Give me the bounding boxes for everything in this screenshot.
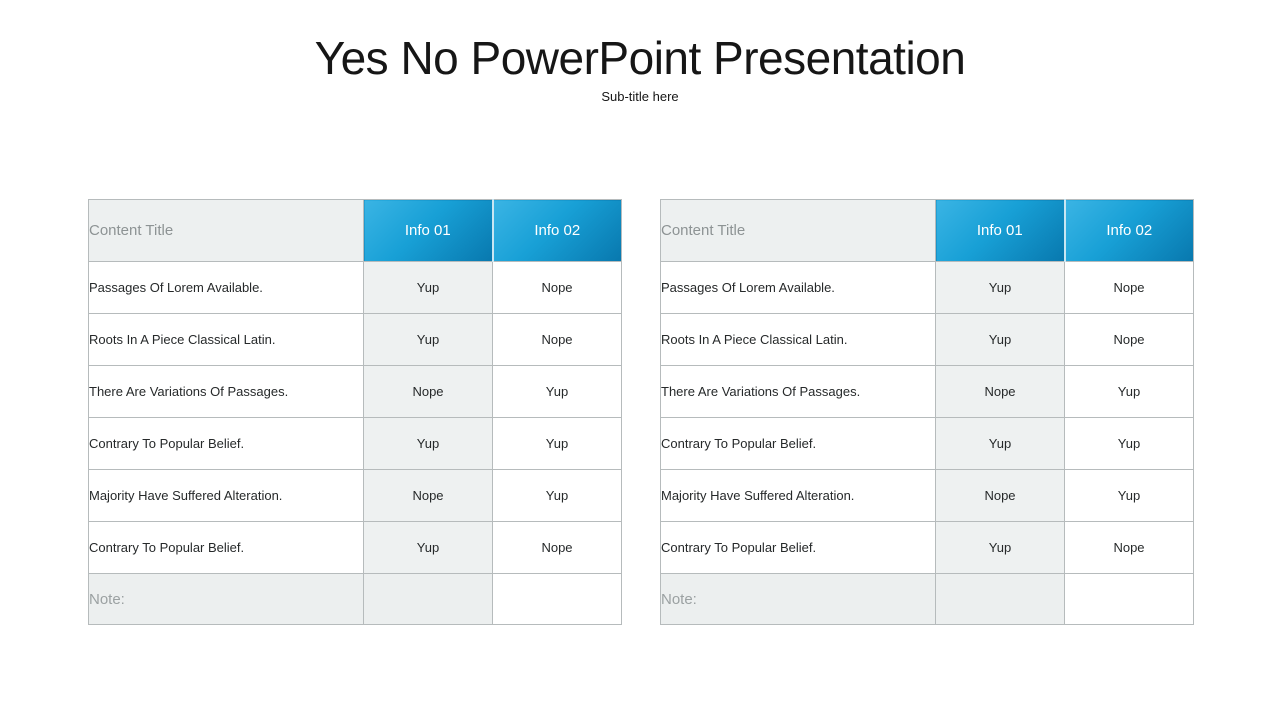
note-label: Note: [660, 573, 936, 625]
info-01-header: Info 01 [935, 199, 1065, 262]
table-row: Majority Have Suffered Alteration. Nope Yu… [660, 469, 1194, 522]
table-row: Contrary To Popular Belief. Yup Yup [660, 417, 1194, 470]
row-label: Contrary To Popular Belief. [88, 417, 364, 470]
row-label: Roots In A Piece Classical Latin. [88, 313, 364, 366]
row-label: Passages Of Lorem Available. [88, 261, 364, 314]
info-01-value: Nope [363, 469, 493, 522]
table-header-row: Content Title Info 01 Info 02 [660, 199, 1194, 262]
note-info-01-cell [935, 573, 1065, 625]
info-02-value: Yup [492, 417, 622, 470]
info-01-header: Info 01 [363, 199, 493, 262]
info-02-value: Nope [492, 521, 622, 574]
info-01-value: Yup [363, 313, 493, 366]
yes-no-table-left: Content Title Info 01 Info 02 Passages O… [88, 199, 622, 625]
info-02-header: Info 02 [1063, 199, 1194, 262]
info-01-value: Nope [935, 469, 1065, 522]
table-row: Roots In A Piece Classical Latin. Yup Nope [88, 313, 622, 366]
row-label: Roots In A Piece Classical Latin. [660, 313, 936, 366]
table-row: Majority Have Suffered Alteration. Nope Yu… [88, 469, 622, 522]
info-01-value: Nope [935, 365, 1065, 418]
note-info-02-cell [1064, 573, 1194, 625]
note-row: Note: [660, 573, 1194, 625]
row-label: Passages Of Lorem Available. [660, 261, 936, 314]
table-row: There Are Variations Of Passages. Nope Yup [88, 365, 622, 418]
content-title-header: Content Title [660, 199, 936, 262]
info-02-value: Yup [1064, 469, 1194, 522]
table-row: Contrary To Popular Belief. Yup Nope [660, 521, 1194, 574]
info-02-value: Yup [1064, 365, 1194, 418]
info-01-value: Yup [935, 261, 1065, 314]
page-title: Yes No PowerPoint Presentation [314, 32, 966, 84]
yes-no-table-right: Content Title Info 01 Info 02 Passages O… [660, 199, 1194, 625]
info-02-value: Yup [1064, 417, 1194, 470]
info-01-value: Yup [935, 313, 1065, 366]
info-01-value: Nope [363, 365, 493, 418]
row-label: Contrary To Popular Belief. [660, 521, 936, 574]
table-row: Passages Of Lorem Available. Yup Nope [88, 261, 622, 314]
info-01-value: Yup [363, 417, 493, 470]
content-title-header: Content Title [88, 199, 364, 262]
table-row: Contrary To Popular Belief. Yup Yup [88, 417, 622, 470]
row-label: There Are Variations Of Passages. [88, 365, 364, 418]
note-label: Note: [88, 573, 364, 625]
row-label: Majority Have Suffered Alteration. [88, 469, 364, 522]
note-row: Note: [88, 573, 622, 625]
info-01-value: Yup [363, 521, 493, 574]
row-label: Majority Have Suffered Alteration. [660, 469, 936, 522]
info-02-value: Nope [1064, 261, 1194, 314]
row-label: Contrary To Popular Belief. [660, 417, 936, 470]
info-02-value: Nope [492, 313, 622, 366]
info-02-value: Nope [1064, 521, 1194, 574]
table-header-row: Content Title Info 01 Info 02 [88, 199, 622, 262]
row-label: Contrary To Popular Belief. [88, 521, 364, 574]
table-row: Roots In A Piece Classical Latin. Yup Nope [660, 313, 1194, 366]
info-01-value: Yup [363, 261, 493, 314]
note-info-02-cell [492, 573, 622, 625]
table-row: Passages Of Lorem Available. Yup Nope [660, 261, 1194, 314]
page-subtitle: Sub-title here [601, 89, 679, 104]
info-02-header: Info 02 [491, 199, 622, 262]
info-02-value: Nope [492, 261, 622, 314]
info-02-value: Yup [492, 365, 622, 418]
table-row: Contrary To Popular Belief. Yup Nope [88, 521, 622, 574]
row-label: There Are Variations Of Passages. [660, 365, 936, 418]
table-row: There Are Variations Of Passages. Nope Yup [660, 365, 1194, 418]
info-02-value: Yup [492, 469, 622, 522]
info-02-value: Nope [1064, 313, 1194, 366]
info-01-value: Yup [935, 417, 1065, 470]
note-info-01-cell [363, 573, 493, 625]
info-01-value: Yup [935, 521, 1065, 574]
